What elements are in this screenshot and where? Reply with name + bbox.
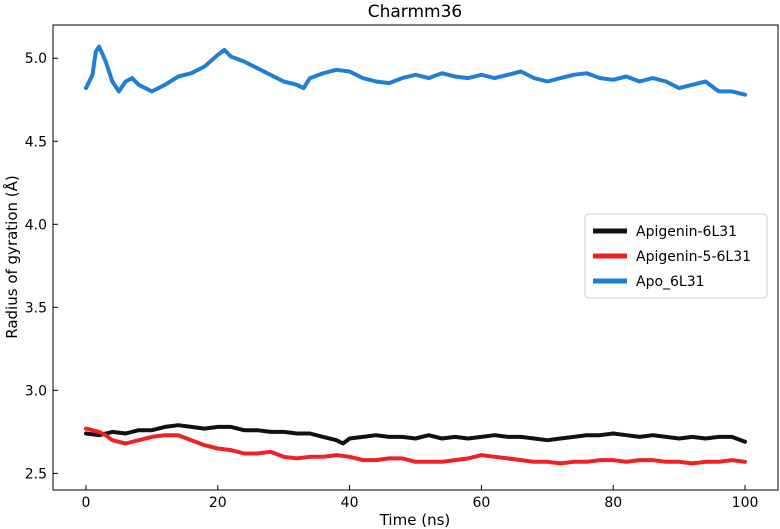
legend-label-0: Apigenin-6L31 [636, 224, 737, 240]
legend: Apigenin-6L31 Apigenin-5-6L31 Apo_6L31 [584, 213, 768, 299]
plot-area [52, 24, 779, 491]
series-layer [84, 44, 747, 466]
x-tick-label: 100 [732, 495, 759, 511]
y-axis: 2.5 3.0 3.5 4.0 4.5 5.0 [25, 51, 58, 482]
legend-label-2: Apo_6L31 [636, 274, 705, 290]
x-tick-label: 80 [604, 495, 622, 511]
x-axis: 0 20 40 60 80 100 [81, 485, 758, 511]
series-line-0 [84, 423, 747, 446]
x-axis-label: Time (ns) [379, 511, 451, 529]
x-tick-label: 40 [341, 495, 359, 511]
y-tick-label: 3.5 [25, 300, 47, 316]
plot-frame [52, 24, 779, 491]
y-tick-label: 4.0 [25, 217, 47, 233]
chart-title: Charmm36 [368, 2, 463, 22]
y-tick-label: 4.5 [25, 134, 47, 150]
x-tick-label: 0 [81, 495, 90, 511]
y-tick-label: 3.0 [25, 383, 47, 399]
legend-box [584, 213, 768, 299]
x-tick-label: 60 [472, 495, 490, 511]
y-axis-label: Radius of gyration (Å) [2, 175, 21, 339]
legend-label-1: Apigenin-5-6L31 [636, 249, 751, 265]
series-line-1 [84, 426, 747, 466]
series-line-2 [84, 44, 747, 97]
y-tick-label: 5.0 [25, 51, 47, 67]
x-tick-label: 20 [209, 495, 227, 511]
y-tick-label: 2.5 [25, 466, 47, 482]
